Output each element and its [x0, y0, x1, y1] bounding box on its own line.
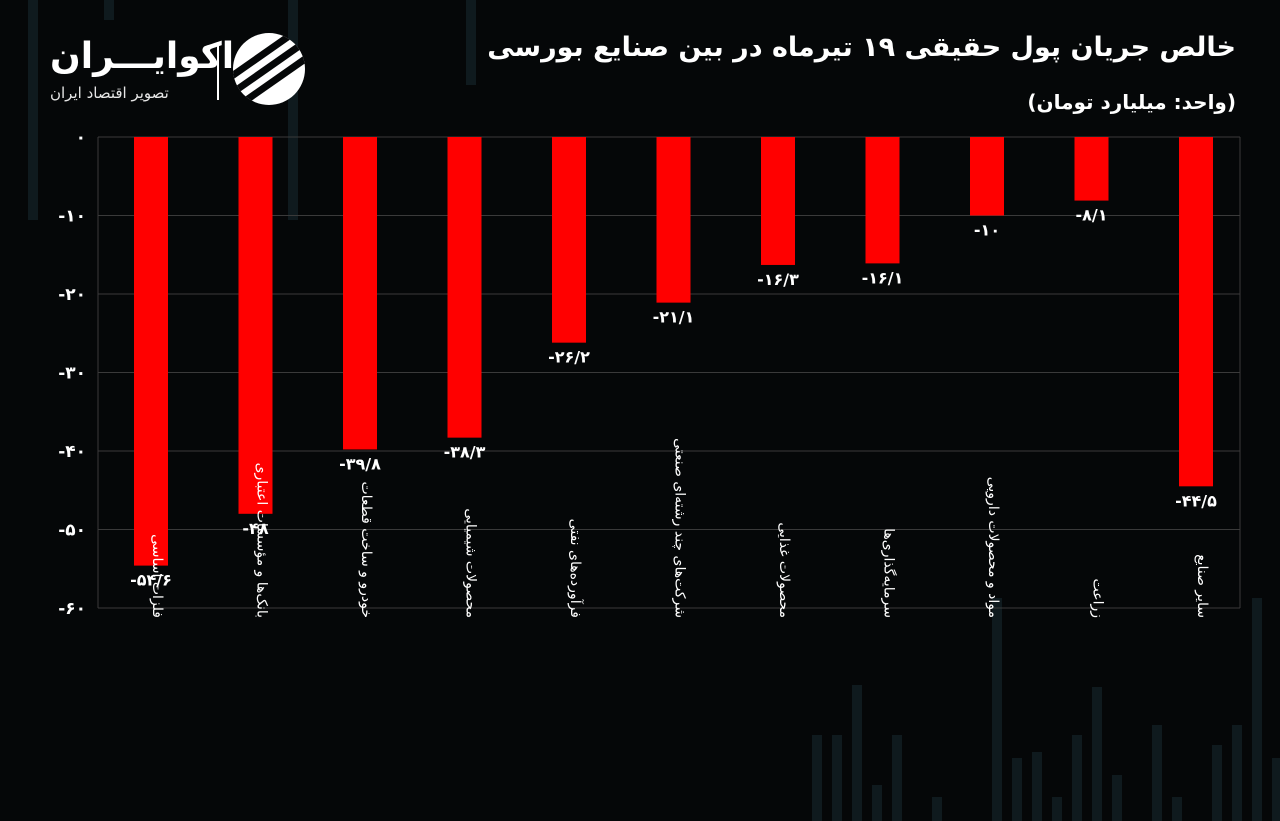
- decor-bar: [1272, 758, 1280, 821]
- x-tick-label: شرکت‌های چند رشته‌ای صنعتی: [672, 438, 688, 618]
- bar: [552, 137, 586, 343]
- decor-bar: [1172, 797, 1182, 821]
- data-label: -۳۸/۳: [444, 443, 486, 462]
- decor-bar: [28, 0, 38, 220]
- decor-bar: [1052, 797, 1062, 821]
- x-tick-label: محصولات شیمیایی: [463, 508, 479, 618]
- decor-bar: [104, 0, 114, 20]
- brand-name: اکوایـــران: [50, 36, 235, 77]
- bars: [134, 137, 1213, 566]
- bar: [238, 137, 273, 514]
- x-tick-label: مواد و محصولات دارویی: [985, 477, 1001, 618]
- decor-bar: [1252, 598, 1262, 821]
- x-tick-label: بانک‌ها و مؤسسات اعتباری: [254, 463, 270, 618]
- data-label: -۴۴/۵: [1175, 491, 1217, 510]
- data-label: -۳۹/۸: [339, 454, 381, 473]
- grid-lines: [97, 136, 1241, 609]
- data-label: -۲۱/۱: [653, 308, 695, 327]
- y-tick-label: -۴۰: [58, 442, 86, 462]
- data-label: -۲۶/۲: [548, 348, 590, 367]
- bar: [1074, 137, 1109, 201]
- value-labels: -۵۴/۶ -۴۸ -۳۹/۸ -۳۸/۳ -۲۶/۲ -۲۱/۱ -۱۶/۳ -۱۶/۱ -۱…: [130, 206, 1217, 590]
- background-decoration: [28, 0, 1280, 821]
- data-label: -۱۶/۳: [757, 270, 799, 289]
- decor-bar: [1112, 775, 1122, 821]
- data-label: -۱۶/۱: [862, 268, 904, 287]
- bar: [134, 137, 168, 566]
- data-label: -۱۰: [974, 221, 1000, 240]
- y-tick-label: -۲۰: [58, 285, 86, 305]
- decor-bar: [1212, 745, 1222, 821]
- decor-bar: [932, 797, 942, 821]
- bar: [970, 137, 1004, 216]
- x-tick-label: زراعت: [1090, 578, 1106, 618]
- brand-divider: [217, 42, 219, 100]
- bar: [1179, 137, 1213, 487]
- x-tick-label: خودرو و ساخت قطعات: [358, 481, 374, 618]
- bar: [447, 137, 482, 438]
- decor-bar: [812, 735, 822, 821]
- x-tick-label: سایر صنایع: [1194, 554, 1210, 618]
- chart-subtitle: (واحد: میلیارد تومان): [1027, 90, 1236, 114]
- bar: [865, 137, 900, 264]
- y-tick-label: -۵۰: [58, 521, 86, 541]
- decor-bar: [852, 685, 862, 821]
- y-axis: ۰ -۱۰ -۲۰ -۳۰ -۴۰ -۵۰ -۶۰: [58, 128, 86, 619]
- x-tick-label: فرآورده‌های نفتی: [567, 519, 584, 618]
- bar: [656, 137, 691, 303]
- x-tick-label: فلزات اساسی: [149, 534, 165, 618]
- y-tick-label: -۳۰: [58, 364, 86, 384]
- brand-tagline: تصویر اقتصاد ایران: [50, 84, 169, 102]
- data-label: -۵۴/۶: [130, 571, 172, 590]
- decor-bar: [1232, 725, 1242, 821]
- ecoiran-logo-icon: [233, 33, 305, 105]
- x-axis: فلزات اساسی بانک‌ها و مؤسسات اعتباری خودرو…: [149, 438, 1210, 618]
- data-label: -۴۸: [242, 519, 268, 538]
- decor-bar: [832, 735, 842, 821]
- decor-bar: [1092, 687, 1102, 821]
- y-tick-label: -۶۰: [58, 599, 86, 619]
- y-tick-label: -۱۰: [58, 207, 86, 227]
- decor-bar: [1032, 752, 1042, 821]
- decor-bar: [466, 0, 476, 85]
- chart-title: خالص جریان پول حقیقی ۱۹ تیرماه در بین صن…: [487, 32, 1236, 63]
- decor-bar: [1152, 725, 1162, 821]
- decor-bar: [992, 598, 1002, 821]
- x-tick-label: سرمایه‌گذاری‌ها: [881, 528, 898, 618]
- x-tick-label: محصولات غذایی: [776, 522, 792, 618]
- decor-bar: [1072, 735, 1082, 821]
- decor-bar: [872, 785, 882, 821]
- bar: [343, 137, 377, 450]
- decor-bar: [288, 0, 298, 220]
- bar: [761, 137, 795, 265]
- decor-bar: [892, 735, 902, 821]
- data-label: -۸/۱: [1075, 206, 1107, 225]
- y-tick-label: ۰: [76, 128, 86, 148]
- decor-bar: [1012, 758, 1022, 821]
